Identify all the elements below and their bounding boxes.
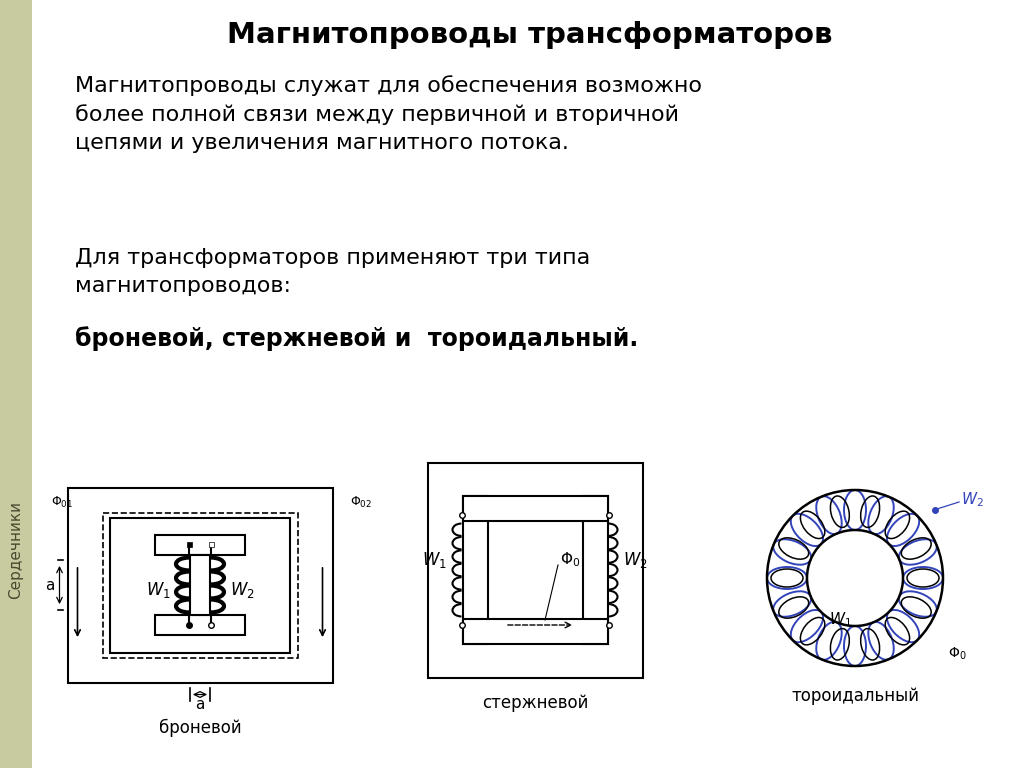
Text: $\Phi_{02}$: $\Phi_{02}$ xyxy=(350,495,373,510)
Text: $\Phi_{01}$: $\Phi_{01}$ xyxy=(51,495,74,510)
Text: $W_2$: $W_2$ xyxy=(624,550,648,570)
Text: $W_1$: $W_1$ xyxy=(422,550,446,570)
Bar xyxy=(0,0,32,768)
Text: стержневой: стержневой xyxy=(482,694,588,711)
Text: Магнитопроводы трансформаторов: Магнитопроводы трансформаторов xyxy=(227,21,833,49)
Text: тороидальный: тороидальный xyxy=(791,687,919,705)
Text: $W_2$: $W_2$ xyxy=(961,491,984,509)
Bar xyxy=(427,462,642,677)
Bar xyxy=(463,496,487,644)
Text: $\Phi_0$: $\Phi_0$ xyxy=(948,646,967,662)
Text: Для трансформаторов применяют три типа
магнитопроводов:: Для трансформаторов применяют три типа м… xyxy=(75,248,590,296)
Circle shape xyxy=(767,490,943,666)
Bar xyxy=(463,496,607,521)
Text: $W_1$: $W_1$ xyxy=(828,611,851,629)
Bar xyxy=(186,542,191,547)
Text: $W_2$: $W_2$ xyxy=(229,580,254,600)
Text: Сердечники: Сердечники xyxy=(8,501,24,599)
Text: Магнитопроводы служат для обеспечения возможно
более полной связи между первично: Магнитопроводы служат для обеспечения во… xyxy=(75,75,702,153)
Text: $\Phi_0$: $\Phi_0$ xyxy=(560,551,581,569)
Bar xyxy=(463,496,607,644)
Text: a: a xyxy=(196,697,205,712)
Bar xyxy=(102,512,298,657)
Text: $W_1$: $W_1$ xyxy=(145,580,170,600)
Bar xyxy=(155,535,245,555)
Bar xyxy=(110,518,290,653)
Bar xyxy=(583,496,607,644)
Bar xyxy=(68,488,333,683)
Text: a: a xyxy=(45,578,54,592)
Bar xyxy=(463,619,607,644)
Bar xyxy=(155,615,245,635)
Text: броневой, стержневой и  тороидальный.: броневой, стержневой и тороидальный. xyxy=(75,326,638,351)
Text: броневой: броневой xyxy=(159,718,242,737)
Bar xyxy=(190,555,210,615)
Bar xyxy=(209,542,213,547)
